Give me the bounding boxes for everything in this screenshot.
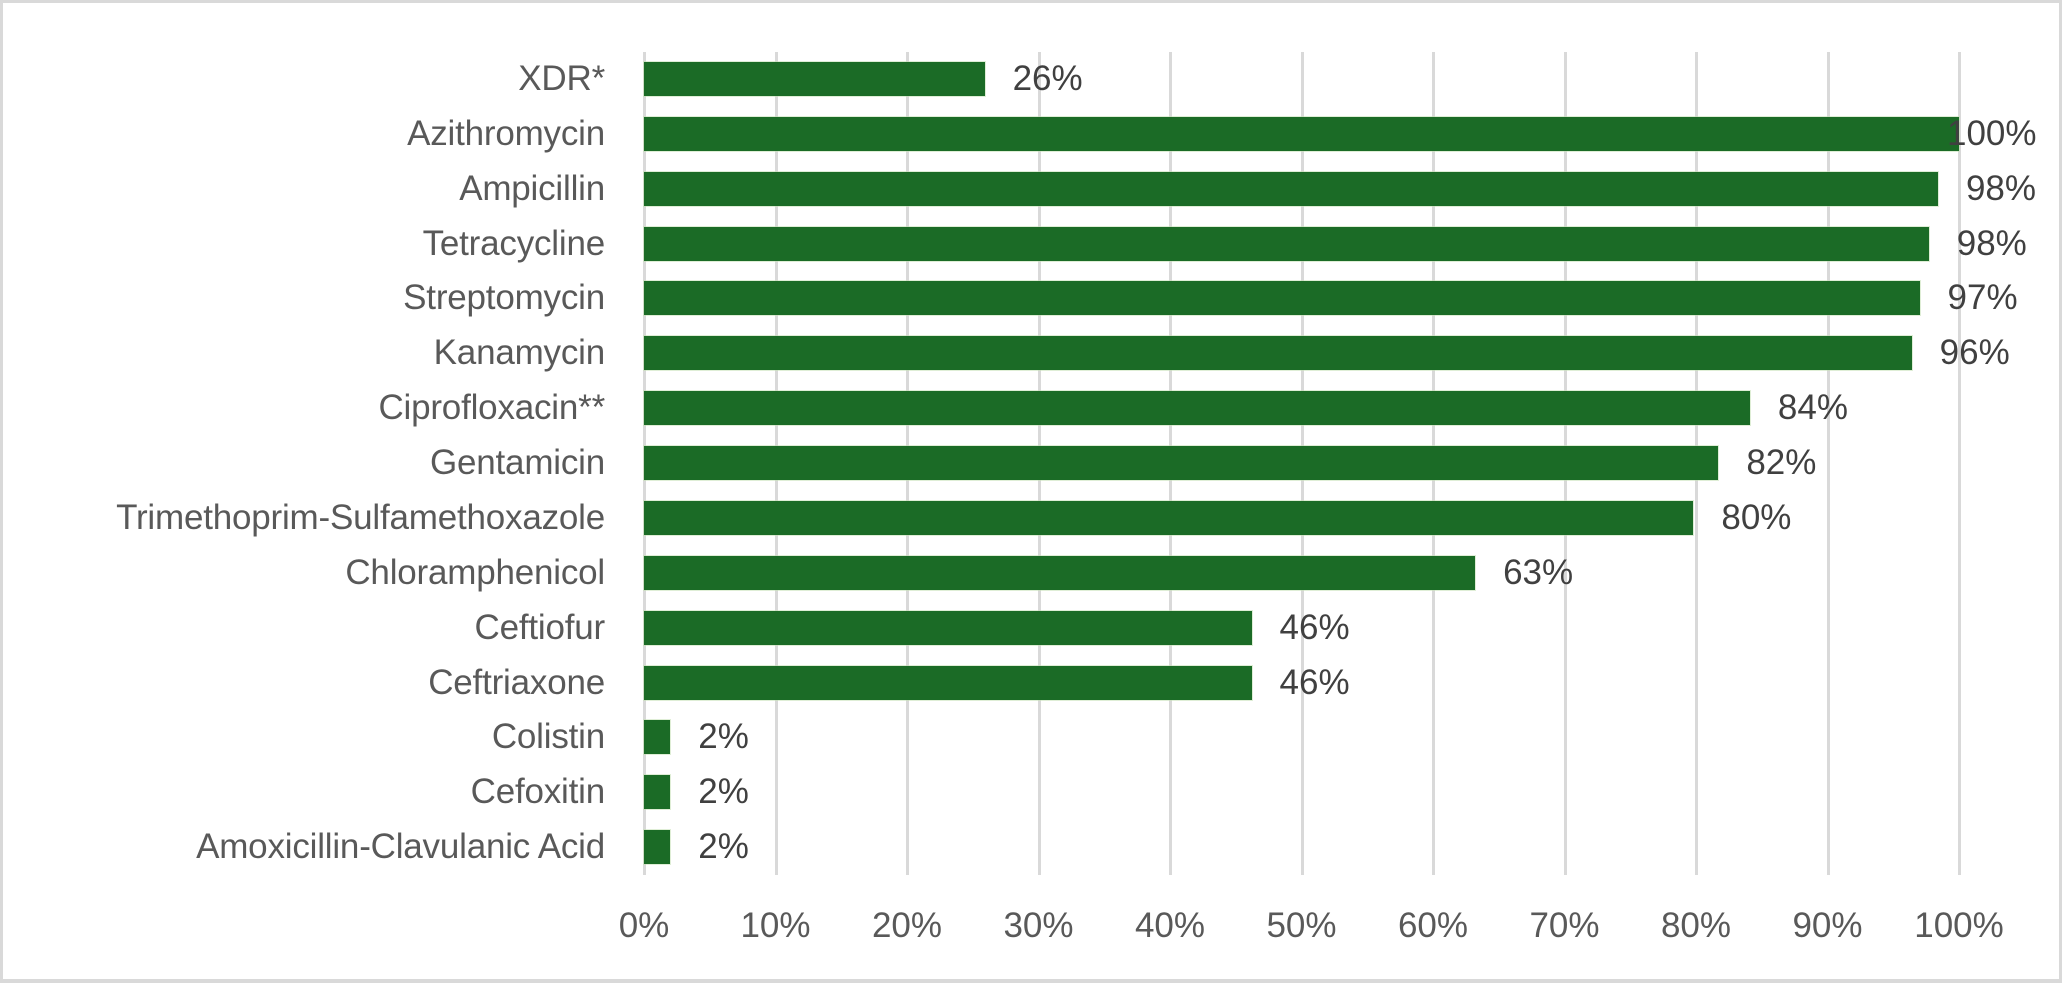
bar[interactable] bbox=[644, 775, 671, 810]
bar-row: 2% bbox=[644, 765, 1959, 820]
category-label: XDR* bbox=[518, 59, 605, 98]
x-tick-label: 10% bbox=[740, 906, 811, 945]
x-tick-label: 100% bbox=[1914, 906, 2004, 945]
x-tick-label: 0% bbox=[618, 906, 670, 945]
data-label: 96% bbox=[1939, 333, 2010, 373]
x-tick-label: 50% bbox=[1266, 906, 1337, 945]
gridline-90 bbox=[1826, 52, 1830, 875]
x-tick-label: 90% bbox=[1792, 906, 1863, 945]
bar[interactable] bbox=[644, 830, 671, 865]
data-label: 2% bbox=[698, 717, 749, 757]
x-tick-label: 20% bbox=[871, 906, 943, 945]
data-label: 97% bbox=[1947, 278, 2018, 318]
bar-row: 97% bbox=[644, 271, 2018, 326]
data-label: 26% bbox=[1012, 59, 1083, 98]
bar[interactable] bbox=[644, 555, 1476, 590]
bar-row: 84% bbox=[644, 381, 1959, 436]
bar-row: 80% bbox=[644, 491, 1959, 546]
data-label: 46% bbox=[1279, 607, 1350, 647]
category-label: Trimethoprim-Sulfamethoxazole bbox=[116, 497, 605, 537]
data-label: 63% bbox=[1503, 552, 1574, 592]
bar[interactable] bbox=[644, 500, 1694, 535]
data-label: 100% bbox=[1947, 113, 2037, 153]
category-label: Ceftriaxone bbox=[428, 662, 605, 702]
category-label: Ceftiofur bbox=[474, 607, 606, 647]
bar[interactable] bbox=[644, 281, 1920, 316]
category-label: Cefoxitin bbox=[470, 772, 606, 812]
bar-row: 26% bbox=[644, 52, 1959, 107]
category-label: Streptomycin bbox=[403, 278, 605, 318]
bar-row: 46% bbox=[644, 601, 1959, 656]
x-tick-label: 70% bbox=[1529, 906, 1600, 945]
bar-row: 98% bbox=[644, 217, 2027, 272]
bar[interactable] bbox=[644, 226, 1929, 261]
category-label: Tetracycline bbox=[422, 223, 606, 263]
gridline-100 bbox=[1958, 52, 1961, 875]
bar[interactable] bbox=[644, 391, 1750, 426]
category-label: Colistin bbox=[491, 717, 605, 757]
category-label: Gentamicin bbox=[429, 443, 605, 483]
category-label: Amoxicillin-Clavulanic Acid bbox=[196, 827, 605, 867]
bar[interactable] bbox=[644, 720, 671, 755]
bar[interactable] bbox=[644, 610, 1252, 645]
bar[interactable] bbox=[644, 336, 1912, 371]
bar[interactable] bbox=[644, 116, 1959, 151]
data-label: 98% bbox=[1956, 223, 2027, 263]
category-label: Azithromycin bbox=[407, 113, 605, 153]
bar-row: 82% bbox=[644, 436, 1959, 491]
category-label: Chloramphenicol bbox=[345, 552, 605, 592]
x-tick-label: 30% bbox=[1003, 906, 1074, 945]
data-label: 46% bbox=[1279, 662, 1350, 702]
bar[interactable] bbox=[644, 62, 985, 96]
data-label: 98% bbox=[1965, 168, 2037, 208]
bar-row: 46% bbox=[644, 656, 1959, 711]
bar-row: 63% bbox=[644, 546, 1959, 601]
data-label: 2% bbox=[698, 827, 749, 867]
bar-row: 96% bbox=[644, 326, 2010, 381]
bar-row: 100% bbox=[644, 107, 2037, 162]
data-label: 2% bbox=[698, 772, 749, 812]
category-label: Ciprofloxacin** bbox=[378, 388, 605, 428]
category-label: Kanamycin bbox=[433, 333, 606, 373]
bar[interactable] bbox=[644, 171, 1938, 206]
bar[interactable] bbox=[644, 665, 1252, 700]
plot-area: 26% 100% 98% 98% 97% 96% 84% 82% 80% 63% 46% 46% 2% 2… bbox=[643, 52, 2037, 875]
data-label: 82% bbox=[1746, 443, 1817, 483]
category-label: Ampicillin bbox=[459, 168, 605, 208]
bar-row: 98% bbox=[644, 162, 2036, 217]
data-label: 84% bbox=[1777, 388, 1848, 428]
bar-row: 2% bbox=[644, 820, 1959, 875]
x-tick-label: 60% bbox=[1397, 906, 1469, 945]
bar[interactable] bbox=[644, 446, 1719, 481]
x-tick-label: 80% bbox=[1660, 906, 1732, 945]
x-tick-label: 40% bbox=[1134, 906, 1206, 945]
bar-row: 2% bbox=[644, 710, 1959, 765]
data-label: 80% bbox=[1721, 497, 1792, 537]
